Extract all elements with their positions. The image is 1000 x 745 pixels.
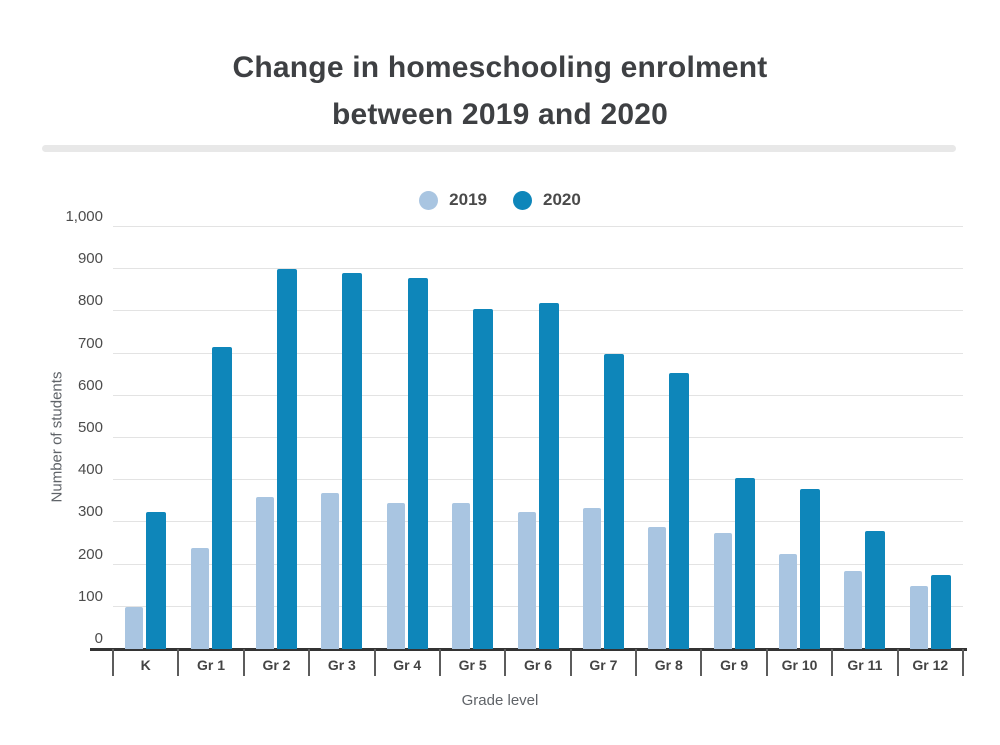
legend-label-2020: 2020 [543, 190, 581, 209]
x-category-label-Gr 11: Gr 11 [847, 657, 883, 673]
gridline-400 [113, 479, 963, 481]
chart-title: Change in homeschooling enrolment betwee… [0, 44, 1000, 138]
y-tick-label-0: 0 [94, 630, 103, 647]
bar-2020-Gr 4 [407, 277, 428, 649]
x-axis-tick [765, 649, 768, 676]
x-axis-tick [177, 649, 180, 676]
y-tick-label-200: 200 [77, 545, 103, 563]
gridline-600 [113, 394, 963, 396]
bar-2020-Gr 7 [603, 353, 624, 649]
x-category-label-Gr 7: Gr 7 [589, 657, 618, 673]
bar-2019-Gr 2 [255, 497, 274, 649]
x-axis-tick [962, 649, 964, 676]
legend-item-2020: 2020 [513, 190, 581, 210]
y-tick-label-600: 600 [77, 376, 103, 394]
x-category-label-Gr 1: Gr 1 [197, 657, 226, 673]
gridline-500 [113, 437, 963, 438]
title-divider [42, 145, 956, 152]
x-category-label-Gr 2: Gr 2 [262, 657, 291, 673]
bar-2019-Gr 6 [517, 511, 536, 649]
x-category-label-Gr 10: Gr 10 [781, 657, 818, 673]
x-category-label-Gr 5: Gr 5 [458, 657, 487, 673]
chart-title-line-1: Change in homeschooling enrolment [232, 51, 768, 84]
bar-2020-Gr 6 [538, 302, 559, 649]
gridline-100 [113, 605, 963, 607]
x-category-label-Gr 9: Gr 9 [720, 657, 749, 673]
x-axis-tick [112, 649, 114, 676]
x-axis-title: Grade level [461, 692, 539, 709]
bar-2020-K [146, 511, 167, 649]
x-axis-tick [831, 649, 834, 676]
bar-2019-Gr 1 [190, 547, 209, 649]
x-category-label-Gr 4: Gr 4 [393, 657, 422, 673]
legend-label-2019: 2019 [449, 190, 487, 209]
bar-2019-K [125, 606, 144, 649]
gridline-900 [113, 268, 963, 270]
bar-2019-Gr 12 [909, 585, 928, 649]
bar-2019-Gr 11 [844, 570, 863, 649]
bar-2020-Gr 5 [473, 309, 494, 649]
bar-2019-Gr 4 [386, 503, 405, 649]
bar-2019-Gr 9 [713, 532, 732, 649]
legend-swatch-2019 [419, 190, 439, 210]
x-axis-tick [438, 649, 441, 676]
bar-2020-Gr 3 [342, 273, 363, 649]
y-tick-label-100: 100 [77, 587, 103, 605]
x-axis-tick [569, 649, 572, 676]
bar-2019-Gr 10 [779, 554, 798, 649]
bar-2020-Gr 8 [669, 372, 690, 649]
bar-2019-Gr 5 [452, 503, 471, 649]
legend: 2019 2020 [0, 190, 1000, 210]
x-axis-tick [896, 649, 899, 676]
gridline-700 [113, 352, 963, 354]
legend-swatch-2020 [513, 190, 532, 210]
x-axis-tick [242, 649, 245, 676]
x-category-label-K: K [140, 657, 151, 673]
x-category-label-Gr 3: Gr 3 [327, 657, 356, 673]
bar-2020-Gr 12 [930, 575, 951, 649]
x-category-label-Gr 12: Gr 12 [912, 657, 949, 673]
x-axis-tick [504, 649, 507, 676]
y-tick-label-400: 400 [77, 461, 103, 479]
bar-2020-Gr 2 [276, 269, 297, 649]
y-tick-label-800: 800 [77, 292, 103, 310]
gridline-1,000 [113, 226, 963, 227]
y-tick-label-500: 500 [77, 419, 103, 436]
x-category-label-Gr 6: Gr 6 [523, 657, 552, 673]
bar-2020-Gr 1 [211, 347, 232, 649]
bar-2020-Gr 11 [865, 530, 886, 649]
bar-2019-Gr 8 [648, 526, 667, 649]
bar-2019-Gr 3 [321, 492, 340, 649]
x-axis-tick [308, 649, 311, 676]
gridline-300 [113, 521, 963, 523]
bar-2019-Gr 7 [582, 507, 601, 649]
y-tick-label-900: 900 [77, 250, 103, 268]
bar-2020-Gr 9 [734, 478, 755, 649]
x-category-label-Gr 8: Gr 8 [654, 657, 683, 673]
y-tick-label-1,000: 1,000 [65, 208, 103, 225]
legend-item-2019: 2019 [419, 190, 487, 210]
chart-title-line-2: between 2019 and 2020 [331, 98, 669, 131]
bar-2020-Gr 10 [800, 488, 821, 649]
gridline-800 [113, 310, 963, 312]
y-tick-label-700: 700 [77, 334, 103, 352]
y-tick-label-300: 300 [77, 503, 103, 521]
plot-area: 0 100 200 300 400 500 600 700 800 900 1,000 K Gr 1 Gr… [65, 209, 967, 676]
x-axis-tick [700, 649, 703, 676]
x-axis-tick [635, 649, 638, 676]
gridline-200 [113, 563, 963, 565]
x-axis-baseline [90, 648, 967, 651]
x-axis-tick [373, 649, 376, 676]
